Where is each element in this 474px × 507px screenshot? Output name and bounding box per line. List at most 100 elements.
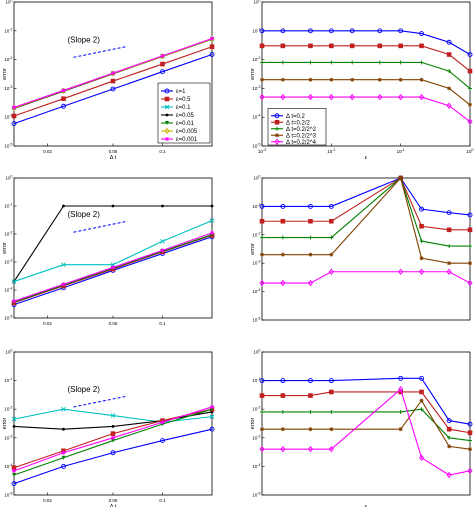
data-point: [377, 77, 382, 82]
legend: Δ t=0.2Δ t=0.2/2Δ t=0.2/2^2Δ t=0.2/2^3Δ …: [267, 108, 327, 146]
data-point: [61, 88, 66, 93]
data-point: [260, 409, 264, 414]
data-point: [467, 118, 473, 125]
y-tick-label: 10-1: [4, 203, 12, 209]
data-point: [308, 252, 313, 257]
data-point: [398, 176, 403, 180]
data-point: [398, 77, 403, 82]
y-tick-label: 10-5: [4, 492, 12, 498]
legend-label: ε=0.5: [176, 97, 191, 103]
data-point: [280, 28, 286, 34]
data-point: [209, 218, 215, 223]
x-tick-label: 0.1: [159, 498, 166, 503]
y-tick-label: 100: [6, 175, 13, 181]
data-point: [280, 378, 286, 384]
data-point: [280, 393, 286, 398]
data-point: [280, 93, 286, 101]
data-point: [12, 473, 16, 478]
data-point: [468, 102, 472, 107]
data-point: [467, 68, 473, 74]
series-line: [262, 96, 471, 123]
series-line: [262, 61, 471, 89]
x-tick-label: 0.05: [109, 149, 118, 154]
series-5: [259, 93, 473, 125]
series-3: [11, 426, 215, 487]
data-point: [328, 268, 334, 275]
y-tick-exponent: -4: [257, 288, 260, 292]
y-tick-label: 10-2: [4, 56, 12, 62]
y-tick-label: 10-1: [4, 27, 12, 33]
legend-label: Δ t=0.2/2^2: [286, 127, 317, 133]
y-tick-label: 10-3: [252, 434, 260, 440]
data-point: [447, 244, 452, 249]
series-line: [262, 377, 471, 425]
data-point: [209, 426, 215, 432]
legend-marker: [165, 121, 169, 125]
data-point: [11, 113, 17, 119]
data-point: [111, 265, 115, 270]
y-tick-label: 10-2: [252, 56, 260, 62]
data-point: [419, 60, 424, 65]
chart-panel-1: 10-5 10-4 10-3 10-2 10-1 100 0.02 0.05 0.1 error Δ…: [2, 0, 215, 161]
data-point: [398, 93, 404, 101]
series-2: [259, 175, 473, 233]
data-point: [350, 77, 355, 82]
legend-marker: [165, 113, 169, 117]
data-point: [259, 93, 265, 101]
data-point: [210, 204, 214, 208]
x-axis-label: Δ t: [110, 504, 117, 507]
data-point: [110, 78, 116, 84]
plot-frame: [13, 177, 213, 319]
data-point: [349, 43, 355, 49]
series-2: [11, 44, 215, 119]
data-point: [61, 450, 66, 455]
data-point: [467, 227, 473, 233]
y-tick-exponent: -1: [9, 377, 12, 381]
series-1: [11, 52, 215, 127]
legend-marker: [274, 138, 280, 145]
data-point: [349, 28, 355, 34]
legend-box: [267, 108, 327, 146]
slope-reference-line: [73, 395, 128, 408]
x-tick-label: 0.05: [109, 498, 118, 503]
data-point: [209, 44, 215, 50]
x-tick-label: 0.1: [159, 321, 166, 326]
x-tick-exponent: 0: [472, 148, 474, 152]
data-point: [12, 105, 16, 110]
data-point: [160, 238, 165, 244]
data-point: [419, 375, 424, 381]
y-tick-exponent: -3: [9, 259, 12, 263]
data-point: [398, 28, 404, 34]
chart-panel-5: 10-5 10-4 10-3 10-2 10-1 100 0.02 0.05 0.1 error Δ…: [2, 349, 215, 507]
series-1: [259, 175, 473, 218]
x-tick-label: 10-2: [327, 148, 335, 154]
data-point: [377, 28, 383, 34]
data-point: [62, 204, 65, 208]
data-point: [280, 445, 286, 453]
y-tick-exponent: -2: [9, 231, 12, 235]
legend-label: Δ t=0.2/2: [286, 120, 311, 126]
y-tick-exponent: -4: [9, 463, 12, 467]
y-axis-label: error: [250, 243, 256, 255]
y-tick-exponent: 0: [259, 175, 261, 179]
x-tick-label: 0.1: [159, 149, 166, 154]
y-tick-label: 10-1: [4, 377, 12, 383]
series-line: [13, 54, 213, 125]
plot-frame: [261, 1, 471, 147]
legend-label: Δ t=0.2: [286, 114, 306, 120]
y-tick-label: 10-4: [4, 463, 12, 469]
y-tick-exponent: -2: [257, 56, 260, 60]
y-tick-exponent: -4: [257, 114, 260, 118]
legend-label: ε=0.05: [176, 113, 195, 119]
data-point: [447, 435, 452, 440]
plot-frame: [261, 177, 471, 321]
y-tick-label: 100: [254, 0, 261, 5]
data-point: [446, 471, 452, 479]
data-point: [398, 409, 403, 414]
data-point: [260, 77, 264, 82]
legend-label: ε=0.1: [176, 105, 191, 111]
data-point: [377, 93, 383, 101]
series-line: [262, 45, 471, 72]
legend-marker: [275, 126, 279, 131]
